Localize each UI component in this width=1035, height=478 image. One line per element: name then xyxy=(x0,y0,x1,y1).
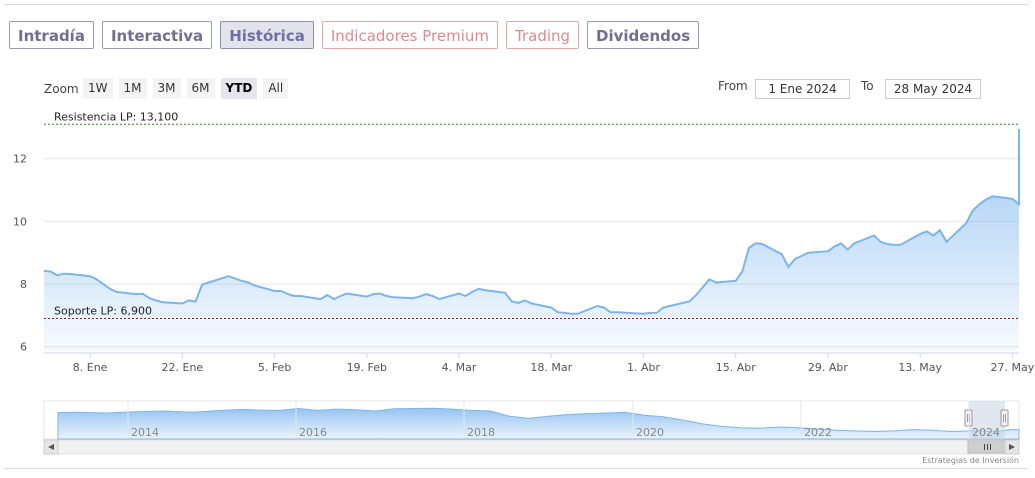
zoom-all-button[interactable]: All xyxy=(263,78,289,99)
x-tick-label: 13. May xyxy=(898,361,942,374)
navigator-tick-label: 2024 xyxy=(972,426,1000,439)
x-tick-label: 8. Ene xyxy=(73,361,108,374)
tab-indicadores-premium[interactable]: Indicadores Premium xyxy=(321,21,498,49)
resistance-label: Resistencia LP: 13,100 xyxy=(54,110,178,123)
navigator-tick-label: 2020 xyxy=(636,426,664,439)
price-area xyxy=(44,129,1019,353)
navigator-tick-label: 2018 xyxy=(467,426,495,439)
grid-lines xyxy=(44,158,1019,348)
scrollbar-thumb[interactable] xyxy=(967,440,1007,454)
zoom-1m-button[interactable]: 1M xyxy=(118,78,147,99)
navigator-x-axis: 2014 2016 2018 2020 2022 2024 xyxy=(127,401,1000,439)
scrollbar-track[interactable] xyxy=(43,439,1020,455)
navigator-selection[interactable] xyxy=(969,401,1005,439)
scrollbar[interactable] xyxy=(43,439,1020,455)
y-tick-label: 12 xyxy=(13,153,27,166)
x-axis: 8. Ene 22. Ene 5. Feb 19. Feb 4. Mar 18. Mar 1… xyxy=(73,353,1035,374)
top-divider xyxy=(4,4,1029,5)
tab-histórica[interactable]: Histórica xyxy=(220,21,314,49)
chevron-right-icon xyxy=(1009,444,1015,450)
x-tick-label: 29. Abr xyxy=(808,361,848,374)
x-tick-label: 4. Mar xyxy=(442,361,477,374)
bottom-divider xyxy=(4,468,1029,469)
tab-intradía[interactable]: Intradía xyxy=(9,21,94,49)
resistance-line: Resistencia LP: 13,100 xyxy=(44,110,1019,125)
chart-credits[interactable]: Estrategias de Inversión xyxy=(922,456,1019,465)
chart-tabs: Intradía Interactiva Histórica Indicadores … xyxy=(9,21,700,49)
zoom-buttons: 1W 1M 3M 6M YTD All xyxy=(83,78,289,99)
tab-interactiva[interactable]: Interactiva xyxy=(101,21,213,49)
x-tick-label: 19. Feb xyxy=(347,361,387,374)
x-tick-label: 1. Abr xyxy=(627,361,660,374)
navigator-tick-label: 2016 xyxy=(299,426,327,439)
price-line xyxy=(43,129,1020,315)
from-label: From xyxy=(718,79,748,93)
x-tick-label: 27. May xyxy=(991,361,1035,374)
navigator-handle-left[interactable] xyxy=(964,409,973,427)
to-label: To xyxy=(861,79,874,93)
y-tick-label: 8 xyxy=(20,278,27,291)
zoom-3m-button[interactable]: 3M xyxy=(152,78,181,99)
tab-dividendos[interactable]: Dividendos xyxy=(587,21,700,49)
navigator-handle-right[interactable] xyxy=(1000,409,1009,427)
scroll-right-button[interactable] xyxy=(1004,439,1020,455)
navigator-tick-label: 2022 xyxy=(804,426,832,439)
y-tick-label: 10 xyxy=(13,215,27,228)
y-axis: 6 8 10 12 xyxy=(13,153,27,354)
support-label: Soporte LP: 6,900 xyxy=(54,305,152,318)
support-line: Soporte LP: 6,900 xyxy=(44,305,1019,320)
plot-lines: Resistencia LP: 13,100 Soporte LP: 6,900 xyxy=(44,110,1019,320)
from-date-input[interactable] xyxy=(755,79,850,99)
tab-trading[interactable]: Trading xyxy=(506,21,580,49)
x-tick-label: 18. Mar xyxy=(530,361,572,374)
scroll-left-button[interactable] xyxy=(43,439,59,455)
x-tick-label: 22. Ene xyxy=(162,361,204,374)
chevron-left-icon xyxy=(48,444,54,450)
to-date-input[interactable] xyxy=(885,79,981,99)
navigator: 2014 2016 2018 2020 2022 2024 xyxy=(43,400,1020,440)
y-tick-label: 6 xyxy=(20,341,27,354)
zoom-6m-button[interactable]: 6M xyxy=(186,78,215,99)
x-tick-label: 15. Abr xyxy=(716,361,756,374)
zoom-ytd-button[interactable]: YTD xyxy=(220,78,258,99)
x-tick-label: 5. Feb xyxy=(258,361,291,374)
zoom-1w-button[interactable]: 1W xyxy=(83,78,113,99)
zoom-label: Zoom xyxy=(44,82,79,96)
navigator-frame xyxy=(43,400,1020,440)
navigator-series xyxy=(57,407,1020,440)
navigator-tick-label: 2014 xyxy=(131,426,159,439)
